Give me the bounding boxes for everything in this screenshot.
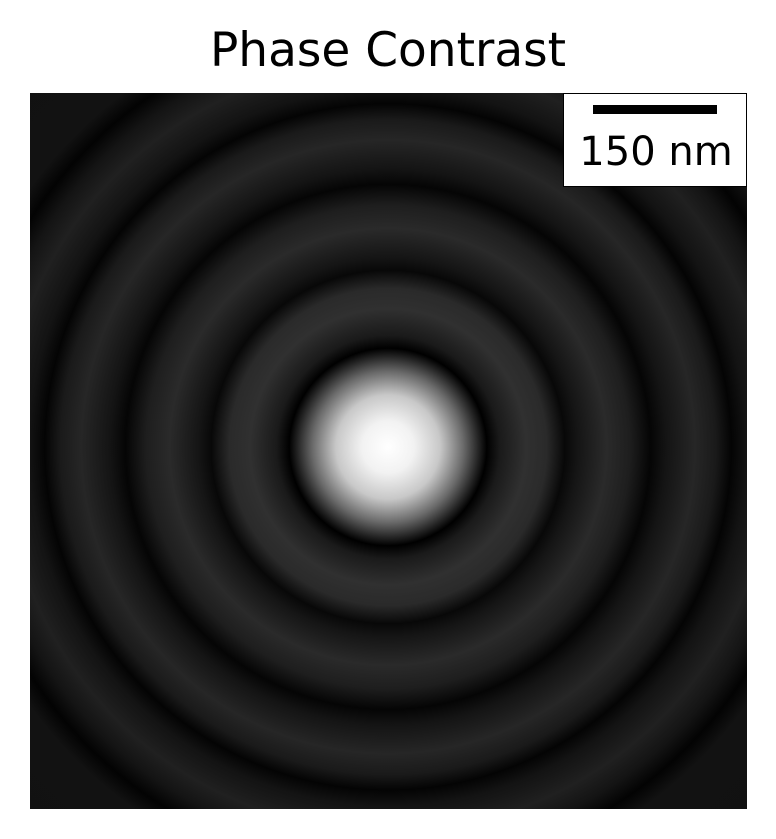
diffraction-rings — [30, 93, 747, 809]
phase-contrast-image — [30, 93, 747, 809]
airy-pattern — [30, 93, 747, 809]
scale-bar-line — [593, 105, 717, 114]
scale-bar: 150 nm — [563, 93, 747, 187]
scale-bar-label: 150 nm — [579, 129, 733, 175]
figure-title: Phase Contrast — [209, 23, 567, 78]
